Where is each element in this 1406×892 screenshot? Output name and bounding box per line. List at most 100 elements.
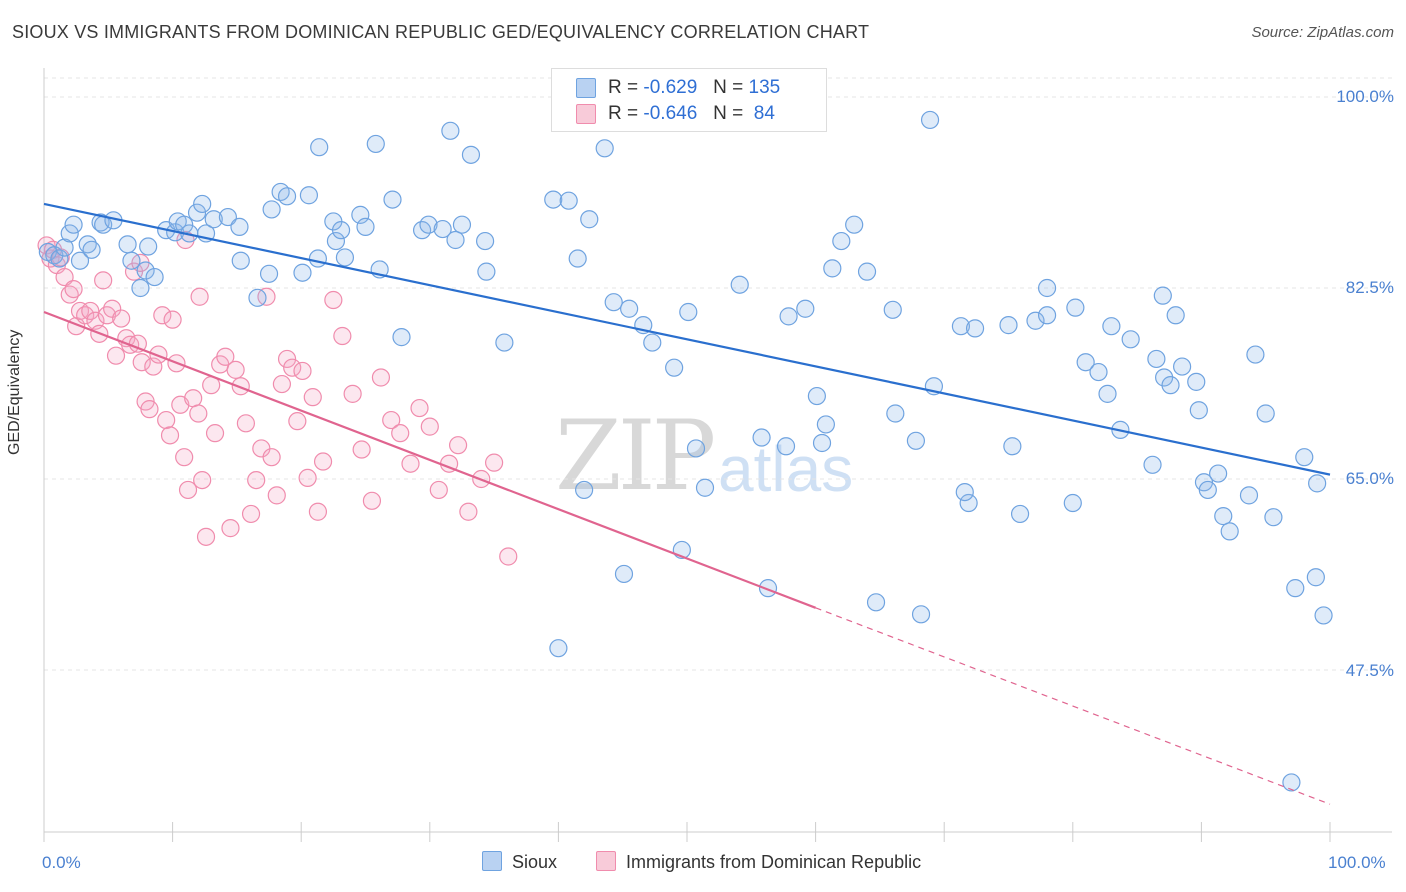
sioux-point <box>70 251 90 270</box>
dominican-point <box>184 389 203 408</box>
n-label: N = <box>713 77 744 98</box>
gridlines <box>44 77 1392 671</box>
dominican-point <box>420 417 439 436</box>
sioux-point <box>679 302 698 322</box>
sioux-point <box>665 358 684 377</box>
dominican-point <box>333 326 352 346</box>
r-label: R = <box>608 103 639 124</box>
watermark-zip: ZIP <box>555 400 716 512</box>
legend-item-sioux: Sioux <box>482 851 557 873</box>
x-tick-label: 0.0% <box>42 853 81 872</box>
stats-legend: R = -0.629 N = 135 R = -0.646 N = 84 <box>551 68 827 132</box>
sioux-point <box>262 200 281 219</box>
sioux-point <box>758 579 778 598</box>
sioux-point <box>866 593 886 612</box>
sioux-point <box>752 428 771 447</box>
sioux-points <box>38 110 1333 792</box>
sioux-point <box>920 110 940 130</box>
sioux-point <box>419 215 438 234</box>
sioux-point <box>1220 522 1239 541</box>
sioux-point <box>595 139 614 158</box>
dominican-point <box>190 287 209 306</box>
sioux-point <box>807 386 826 406</box>
sioux-point <box>1003 437 1022 456</box>
sioux-point <box>955 482 974 502</box>
dominican-point <box>382 410 401 430</box>
dominican-point <box>160 426 180 445</box>
sioux-point <box>575 480 594 500</box>
sioux-point <box>187 203 207 222</box>
sioux-point <box>1173 357 1192 376</box>
sioux-point <box>1189 401 1208 420</box>
x-tick-label: 100.0% <box>1328 853 1386 872</box>
n-label: N = <box>713 103 744 124</box>
sioux-point <box>832 231 851 251</box>
sioux-point <box>1098 384 1117 403</box>
dominican-point <box>247 470 266 490</box>
dominican-point <box>499 547 518 566</box>
sioux-point <box>351 205 370 224</box>
sioux-point <box>965 319 985 338</box>
sioux-point <box>959 493 978 513</box>
dominican-point <box>362 491 382 510</box>
dominican-point <box>94 271 113 290</box>
n-value: 135 <box>748 77 781 98</box>
dominican-point <box>448 436 468 455</box>
dominican-point <box>401 454 420 473</box>
sioux-point <box>1198 480 1217 500</box>
legend-label: Immigrants from Dominican Republic <box>626 852 922 872</box>
sioux-swatch <box>576 78 596 98</box>
dominican-point <box>144 357 163 376</box>
dominican-point <box>410 398 429 418</box>
sioux-point <box>356 217 375 236</box>
sioux-point <box>1037 306 1057 325</box>
sioux-point <box>204 210 223 229</box>
sioux-point <box>461 145 481 164</box>
dominican-point <box>241 504 261 524</box>
dominican-swatch <box>576 104 596 124</box>
sioux-point <box>1239 486 1259 505</box>
sioux-point <box>999 316 1018 335</box>
dominican-point <box>178 480 198 500</box>
sioux-point <box>335 248 355 267</box>
sioux-point <box>1076 353 1095 372</box>
sioux-point <box>308 249 328 268</box>
sioux-trend-line <box>43 202 1331 476</box>
dominican-point <box>221 519 240 538</box>
r-label: R = <box>608 77 639 98</box>
dominican-point <box>132 353 151 372</box>
sioux-point <box>906 431 926 450</box>
sioux-point <box>823 259 842 278</box>
dominican-trend-extension <box>815 607 1331 805</box>
y-axis-label: GED/Equivalency <box>6 329 23 455</box>
sioux-point <box>193 194 212 214</box>
sioux-point <box>293 263 312 282</box>
dominican-point <box>193 470 212 490</box>
dominican-point <box>189 404 208 423</box>
sioux-point <box>1264 508 1283 527</box>
sioux-point <box>580 210 599 229</box>
sioux-point <box>812 433 832 453</box>
sioux-point <box>118 235 137 254</box>
dominican-points <box>37 230 518 566</box>
dominican-point <box>64 279 83 299</box>
sioux-point <box>559 191 578 210</box>
y-tick-label: 65.0% <box>1345 469 1394 488</box>
sioux-point <box>231 251 250 270</box>
axes <box>43 68 1392 842</box>
sioux-point <box>299 186 319 205</box>
sioux-point <box>136 261 155 280</box>
dominican-point <box>485 453 504 472</box>
dominican-point <box>81 301 100 321</box>
sioux-point <box>1295 448 1314 467</box>
trend-lines <box>43 202 1331 805</box>
sioux-point <box>816 415 835 434</box>
sioux-point <box>495 333 514 352</box>
dominican-point <box>277 349 297 369</box>
sioux-point <box>1166 306 1185 325</box>
dominican-point <box>293 361 312 381</box>
sioux-point <box>686 439 706 458</box>
sioux-point <box>50 249 69 268</box>
sioux-point <box>951 317 971 336</box>
